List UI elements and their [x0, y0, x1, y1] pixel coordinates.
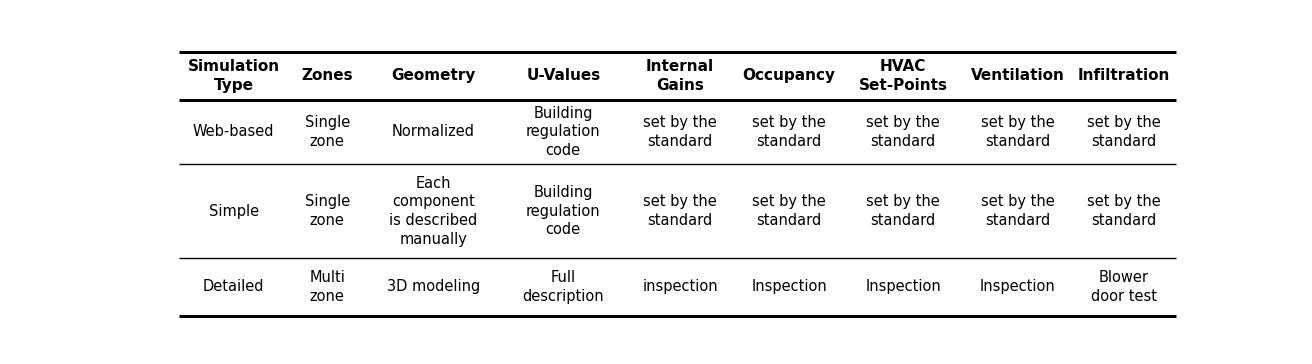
Text: Single
zone: Single zone	[304, 194, 350, 228]
Text: Inspection: Inspection	[752, 280, 827, 294]
Text: set by the
standard: set by the standard	[980, 194, 1055, 228]
Text: Zones: Zones	[302, 68, 353, 83]
Text: Single
zone: Single zone	[304, 115, 350, 149]
Text: Building
regulation
code: Building regulation code	[526, 185, 601, 237]
Text: Detailed: Detailed	[203, 280, 265, 294]
Text: Occupancy: Occupancy	[743, 68, 836, 83]
Text: Multi
zone: Multi zone	[310, 270, 345, 304]
Text: set by the
standard: set by the standard	[643, 194, 716, 228]
Text: Inspection: Inspection	[866, 280, 941, 294]
Text: set by the
standard: set by the standard	[866, 115, 941, 149]
Text: Geometry: Geometry	[391, 68, 476, 83]
Text: Infiltration: Infiltration	[1077, 68, 1170, 83]
Text: set by the
standard: set by the standard	[866, 194, 941, 228]
Text: Ventilation: Ventilation	[971, 68, 1064, 83]
Text: Internal
Gains: Internal Gains	[646, 59, 714, 93]
Text: set by the
standard: set by the standard	[643, 115, 716, 149]
Text: Full
description: Full description	[522, 270, 604, 304]
Text: Blower
door test: Blower door test	[1090, 270, 1157, 304]
Text: 3D modeling: 3D modeling	[387, 280, 480, 294]
Text: set by the
standard: set by the standard	[752, 115, 827, 149]
Text: inspection: inspection	[643, 280, 718, 294]
Text: set by the
standard: set by the standard	[1086, 115, 1161, 149]
Text: Each
component
is described
manually: Each component is described manually	[390, 176, 478, 246]
Text: Simulation
Type: Simulation Type	[188, 59, 279, 93]
Text: HVAC
Set-Points: HVAC Set-Points	[859, 59, 947, 93]
Text: Building
regulation
code: Building regulation code	[526, 106, 601, 158]
Text: set by the
standard: set by the standard	[980, 115, 1055, 149]
Text: Web-based: Web-based	[193, 124, 274, 139]
Text: set by the
standard: set by the standard	[752, 194, 827, 228]
Text: Simple: Simple	[209, 203, 258, 219]
Text: U-Values: U-Values	[526, 68, 601, 83]
Text: Inspection: Inspection	[980, 280, 1055, 294]
Text: set by the
standard: set by the standard	[1086, 194, 1161, 228]
Text: Normalized: Normalized	[392, 124, 475, 139]
